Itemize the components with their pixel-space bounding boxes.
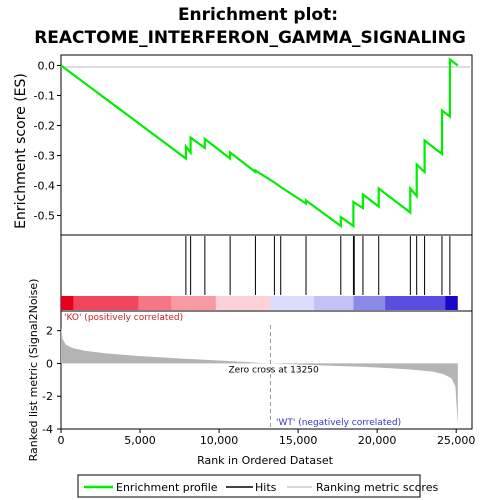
metric-panel: Zero cross at 13250 'KO' (positively cor… — [27, 279, 475, 467]
hit-lines — [185, 236, 451, 295]
metric-x-tick-label: 20,000 — [358, 434, 397, 447]
zero-cross-label: Zero cross at 13250 — [228, 365, 319, 375]
metric-x-tick-label: 25,000 — [437, 434, 476, 447]
legend: Enrichment profile Hits Ranking metric s… — [77, 474, 438, 498]
color-bar-segment — [445, 296, 458, 310]
legend-label-ranking-metric: Ranking metric scores — [316, 481, 438, 494]
metric-y-tick-label: 2 — [46, 325, 53, 338]
metric-y-ticks: 2 0 -2 -4 — [42, 325, 61, 436]
metric-y-axis-label: Ranked list metric (Signal2Noise) — [27, 279, 40, 462]
metric-x-tick-label: 5,000 — [124, 434, 156, 447]
legend-label-enrichment-profile: Enrichment profile — [116, 481, 218, 494]
color-bar-segment — [171, 296, 216, 310]
legend-label-hits: Hits — [255, 481, 277, 494]
metric-y-tick-label: 0 — [46, 357, 53, 370]
hits-panel — [60, 234, 473, 312]
metric-x-tick-label: 0 — [58, 434, 65, 447]
es-y-ticks: 0.0 -0.1 -0.2 -0.3 -0.4 -0.5 — [34, 60, 61, 223]
metric-y-tick-label: -4 — [42, 423, 53, 436]
es-y-tick-label: -0.2 — [34, 120, 55, 133]
es-y-tick-label: -0.1 — [34, 90, 55, 103]
metric-x-tick-label: 10,000 — [200, 434, 239, 447]
chart-title-line2: REACTOME_INTERFERON_GAMMA_SIGNALING — [34, 28, 466, 48]
color-bar-segment — [73, 296, 139, 310]
metric-x-tick-label: 15,000 — [279, 434, 318, 447]
color-bar-segment — [138, 296, 172, 310]
chart-title-line1: Enrichment plot: — [178, 5, 338, 25]
color-bar-segment — [385, 296, 446, 310]
es-y-tick-label: -0.4 — [34, 180, 55, 193]
color-bar-segment — [61, 296, 74, 310]
es-y-tick-label: -0.5 — [34, 210, 55, 223]
metric-plot-frame — [60, 310, 473, 430]
legend-frame — [77, 474, 421, 498]
ranking-color-bar — [61, 296, 458, 310]
es-plot-frame — [60, 54, 473, 236]
color-bar-segment — [270, 296, 314, 310]
enrichment-profile-line — [60, 57, 459, 229]
metric-x-ticks: 0 5,000 10,000 15,000 20,000 25,000 — [58, 429, 476, 447]
metric-y-tick-label: -2 — [42, 390, 53, 403]
es-y-tick-label: 0.0 — [38, 60, 56, 73]
es-y-tick-label: -0.3 — [34, 150, 55, 163]
color-bar-segment — [215, 296, 271, 310]
color-bar-segment — [313, 296, 354, 310]
wt-negatively-correlated-label: 'WT' (negatively correlated) — [276, 418, 401, 428]
es-panel: 0.0 -0.1 -0.2 -0.3 -0.4 -0.5 Enrichment score… — [13, 54, 473, 236]
color-bar-segment — [353, 296, 386, 310]
es-y-axis-label: Enrichment score (ES) — [13, 73, 29, 229]
metric-x-axis-label: Rank in Ordered Dataset — [197, 454, 334, 467]
ko-positively-correlated-label: 'KO' (positively correlated) — [64, 313, 183, 323]
